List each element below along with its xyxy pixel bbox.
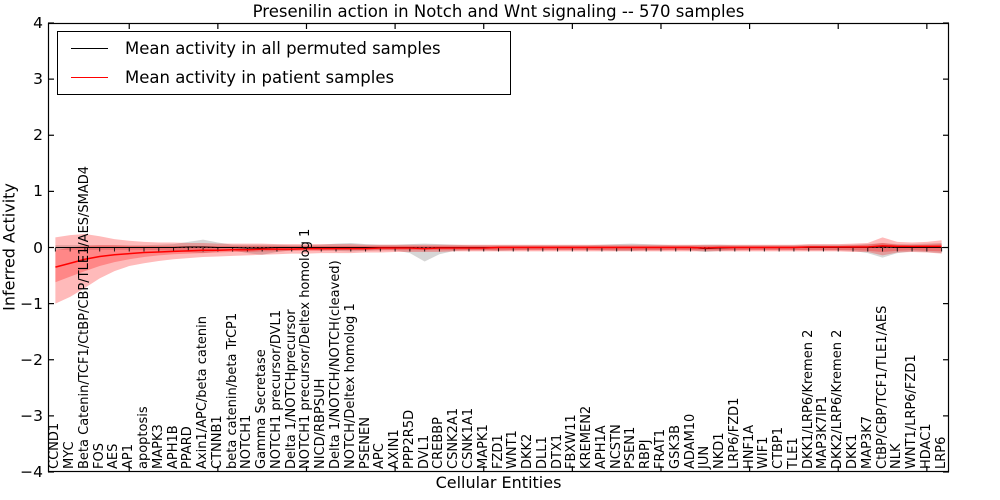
x-axis-tick-label: PSEN1	[623, 426, 639, 469]
x-axis-tick-label: MAP3K7IP1	[815, 396, 831, 469]
x-axis-tick-label: APH1B	[165, 425, 181, 469]
y-axis-tick-label: −4	[20, 463, 43, 481]
x-axis-tick-label: beta catenin/beta TrCP1	[224, 312, 240, 469]
x-axis-tick-label: RBPJ	[638, 439, 654, 469]
x-axis-tick-label: Beta Catenin/TCF1/CtBP/CBP/TLE1/AES/SMAD…	[76, 165, 92, 469]
x-axis-tick-label: DLL1	[534, 436, 550, 469]
x-axis-tick-label: Delta 1/NOTCHprecursor	[283, 309, 299, 469]
x-axis-tick-label: CTNNB1	[209, 415, 225, 469]
x-axis-tick-label: KREMEN2	[579, 405, 595, 469]
legend-label: Mean activity in all permuted samples	[125, 39, 441, 58]
y-axis-tick-label: −1	[20, 294, 43, 313]
x-axis-tick-label: WIF1	[756, 436, 772, 469]
x-axis-tick-label: DKK2/LRP6/Kremen 2	[830, 329, 846, 469]
legend-item-patient: Mean activity in patient samples	[58, 63, 510, 92]
x-axis-tick-label: Gamma Secretase	[254, 349, 270, 469]
y-axis-tick-label: −3	[20, 406, 43, 425]
x-axis-tick-label: DKK1	[844, 433, 860, 469]
x-axis-tick-label: WNT1/LRP6/FZD1	[904, 354, 920, 469]
x-axis-tick-label: APC	[372, 443, 388, 469]
x-axis-tick-label: MAP3K7	[859, 415, 875, 469]
x-axis-tick-label: MYC	[62, 441, 78, 469]
x-axis-tick-label: ADAM10	[682, 413, 698, 469]
x-axis-tick-label: FBXW11	[564, 414, 580, 469]
legend: Mean activity in all permuted samples Me…	[57, 31, 511, 95]
y-axis-tick-label: 0	[33, 238, 43, 257]
patient-samples-range-outer-band	[55, 234, 942, 304]
x-axis-tick-label: LRP6	[933, 436, 949, 469]
x-axis-tick-label: DKK2	[520, 433, 536, 469]
x-axis-label: Cellular Entities	[435, 473, 562, 492]
x-axis-tick-label: apoptosis	[136, 406, 151, 469]
x-axis-tick-label: APH1A	[593, 425, 609, 469]
x-axis-tick-label: FRAT1	[652, 428, 668, 469]
x-axis-tick-label: MAPK3	[150, 424, 166, 469]
x-axis-tick-label: CREBBP	[431, 417, 447, 469]
x-axis-tick-label: DVL1	[416, 434, 432, 469]
x-axis-tick-label: NKD1	[712, 432, 728, 469]
x-axis-tick-label: NOTCH1	[239, 414, 255, 469]
x-axis-tick-label: FZD1	[490, 434, 506, 469]
x-axis-tick-label: FOS	[91, 443, 107, 469]
x-axis-tick-label: CCND1	[47, 422, 63, 469]
x-axis-tick-label: NOTCH/Deltex homolog 1	[342, 303, 358, 469]
x-axis-tick-label: LRP6/FZD1	[726, 397, 742, 469]
x-axis-tick-label: Axin1/APC/beta catenin	[195, 315, 211, 469]
x-axis-tick-label: AP1	[121, 443, 137, 469]
x-axis-tick-label: CSNK1A1	[460, 407, 476, 469]
chart-title: Presenilin action in Notch and Wnt signa…	[252, 2, 745, 21]
patient-line-sample-icon	[71, 77, 108, 78]
x-axis-tick-label: AXIN1	[387, 429, 403, 469]
x-axis-tick-label: DTX1	[549, 433, 565, 469]
x-axis-tick-label: HNF1A	[741, 424, 757, 469]
legend-label: Mean activity in patient samples	[125, 68, 395, 87]
x-axis-tick-label: CtBP/CBP/TCF1/TLE1/AES	[874, 305, 890, 469]
x-axis-tick-label: HDAC1	[918, 423, 934, 469]
x-axis-tick-label: NOTCH1 precursor/DVL1	[268, 309, 284, 469]
x-axis-tick-label: PPARD	[180, 426, 196, 469]
y-axis-tick-label: −2	[20, 350, 43, 369]
x-axis-tick-label: WNT1	[505, 430, 521, 469]
x-axis-tick-label: MAPK1	[475, 424, 491, 469]
x-axis-tick-label: NICD/RBPSUH	[313, 378, 329, 469]
x-axis-tick-label: NCSTN	[608, 424, 624, 469]
y-axis-tick-label: 1	[33, 182, 43, 201]
x-axis-tick-label: JUN	[697, 445, 713, 469]
x-axis-tick-label: DKK1/LRP6/Kremen 2	[800, 329, 816, 469]
x-axis-tick-label: CTBP1	[771, 426, 787, 469]
x-axis-tick-label: PPP2R5D	[401, 409, 417, 469]
y-axis-tick-label: 2	[33, 126, 43, 145]
x-axis-tick-label: NOTCH1 precursor/Deltex homolog 1	[298, 228, 314, 469]
x-axis-tick-label: GSK3B	[667, 424, 683, 469]
x-axis-tick-label: Delta 1/NOTCH/NOTCH(cleaved)	[328, 260, 344, 469]
legend-item-permuted: Mean activity in all permuted samples	[58, 34, 510, 63]
permuted-line-sample-icon	[71, 48, 108, 49]
x-axis-tick-label: NLK	[889, 443, 905, 470]
patient-mean-line	[55, 245, 942, 268]
x-axis-tick-label: TLE1	[785, 437, 801, 469]
x-axis-tick-label: PSENEN	[357, 417, 373, 469]
y-axis-tick-label: 3	[33, 70, 43, 89]
y-axis-tick-label: 4	[33, 14, 43, 32]
x-axis-tick-label: AES	[106, 443, 122, 469]
x-axis-tick-label: CSNK2A1	[446, 407, 462, 469]
